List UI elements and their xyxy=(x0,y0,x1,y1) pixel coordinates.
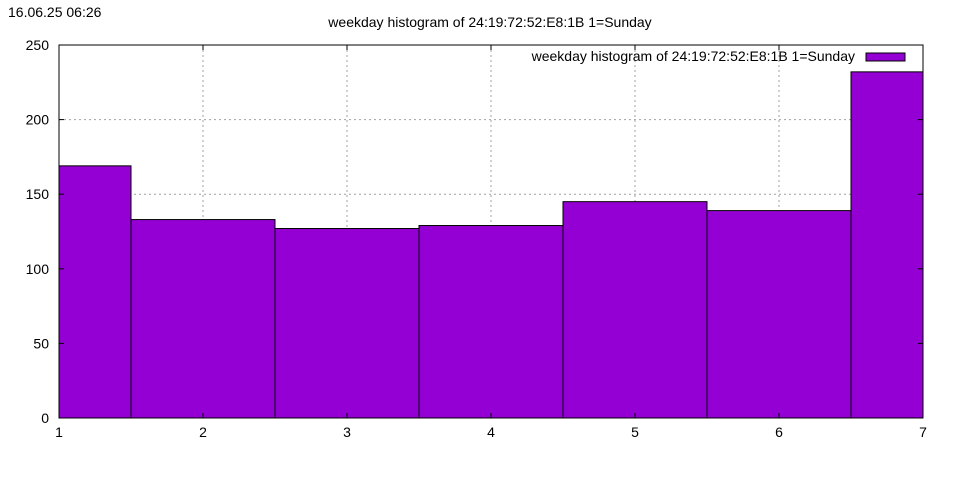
x-tick-label: 6 xyxy=(775,424,783,440)
y-tick-label: 0 xyxy=(41,410,49,426)
legend-label: weekday histogram of 24:19:72:52:E8:1B 1… xyxy=(531,48,855,64)
x-tick-label: 7 xyxy=(919,424,927,440)
histogram-bar-3 xyxy=(274,228,420,419)
histogram-bar-2 xyxy=(130,219,276,419)
y-tick-label: 100 xyxy=(26,261,50,277)
histogram-bar-7 xyxy=(850,71,924,419)
y-tick-label: 50 xyxy=(33,335,49,351)
histogram-bar-6 xyxy=(706,210,852,419)
y-tick-label: 200 xyxy=(26,112,50,128)
axis-ticks: 1 2 3 4 5 6 7 0 50 100 150 200 250 xyxy=(26,37,927,440)
legend: weekday histogram of 24:19:72:52:E8:1B 1… xyxy=(531,48,906,64)
x-tick-label: 3 xyxy=(343,424,351,440)
x-tick-label: 5 xyxy=(631,424,639,440)
x-tick-label: 4 xyxy=(487,424,495,440)
histogram-bar-4 xyxy=(418,225,564,419)
histogram-bar-5 xyxy=(562,201,708,419)
histogram-bar-1 xyxy=(58,165,132,419)
x-tick-label: 2 xyxy=(199,424,207,440)
chart-title: weekday histogram of 24:19:72:52:E8:1B 1… xyxy=(327,14,651,30)
y-tick-label: 250 xyxy=(26,37,50,53)
timestamp-label: 16.06.25 06:26 xyxy=(8,4,102,20)
x-tick-label: 1 xyxy=(55,424,63,440)
y-tick-label: 150 xyxy=(26,186,50,202)
legend-swatch xyxy=(865,52,906,62)
bars-group xyxy=(58,71,924,419)
